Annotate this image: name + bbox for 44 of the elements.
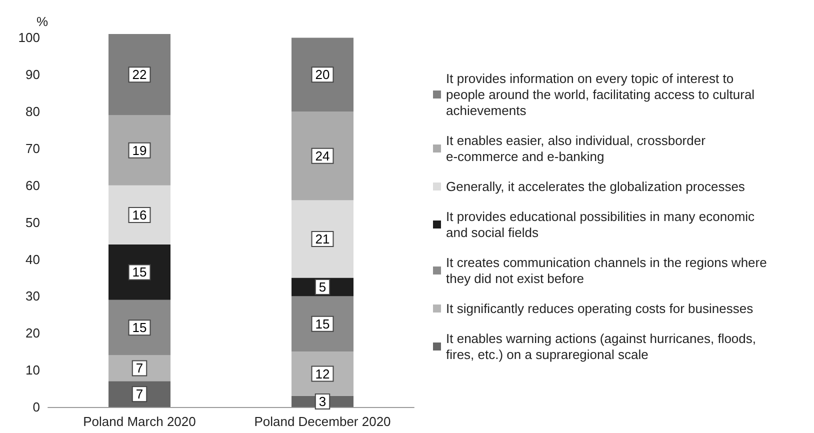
legend-label: It enables warning actions (against hurricanes, floods, fires, etc.) on a supraregional scale [446,331,760,362]
bar [108,34,170,116]
x-tick-label: Poland March 2020 [83,414,196,429]
y-tick-label: 100 [18,30,40,46]
legend-label: It significantly reduces operating costs for businesses [446,301,754,316]
data-label: 21 [315,231,330,246]
legend-label: It provides educational possibilities in many economic and social fields [446,209,758,240]
legend-label: It enables easier, also individual, crossborder e-commerce and e-banking [446,133,710,164]
y-axis-title: % [36,14,48,29]
y-tick-label: 0 [32,400,40,414]
y-tick-label: 10 [26,362,40,378]
legend-label: It creates communication channels in the regions where they did not exist before [446,255,770,286]
bar [108,185,170,245]
y-tick-label: 50 [26,214,40,230]
bar [292,200,354,278]
data-label: 12 [315,366,330,382]
legend-label: Generally, it accelerates the globalization processes [446,179,746,194]
data-label: 20 [315,67,330,82]
legend-label: It provides information on every topic of interest to people around the world, facilitating access to cultural achievements [446,71,758,118]
bar [292,296,354,352]
data-label: 7 [136,386,144,402]
bar [292,112,354,200]
data-label: 5 [318,279,326,294]
bar [108,115,170,186]
data-label: 15 [132,264,147,280]
data-label: 22 [132,67,147,82]
data-label: 16 [132,207,147,222]
bar [108,244,170,300]
y-tick-label: 20 [26,326,40,341]
data-label: 24 [315,148,330,164]
y-tick-label: 70 [26,140,40,156]
data-label: 15 [315,316,330,332]
y-tick-label: 90 [26,67,40,82]
bar [108,300,170,356]
y-tick-label: 60 [26,178,40,193]
data-label: 19 [132,142,147,158]
bar [292,38,354,112]
data-label: 15 [132,320,147,336]
y-tick-label: 40 [26,252,40,267]
data-label: 3 [318,394,326,409]
data-label: 7 [136,360,144,376]
y-tick-label: 80 [26,104,40,120]
x-tick-label: Poland December 2020 [254,414,391,429]
y-tick-label: 30 [26,288,40,304]
